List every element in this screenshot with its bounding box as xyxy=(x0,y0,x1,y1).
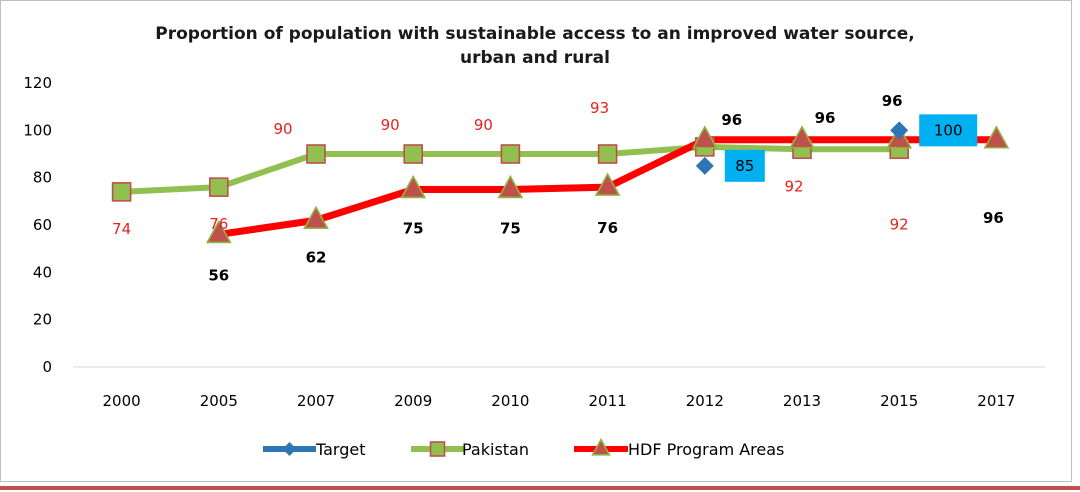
pakistan-point xyxy=(403,144,424,164)
hdf-program-areas-point xyxy=(400,174,427,199)
hdf-data-label: 96 xyxy=(882,92,903,110)
pakistan-data-label: 76 xyxy=(209,215,228,233)
pakistan-data-label: 92 xyxy=(784,177,803,195)
hdf-data-label: 76 xyxy=(597,219,618,237)
legend-pakistan-marker xyxy=(429,441,446,457)
x-tick-label: 2013 xyxy=(783,392,821,410)
hdf-data-label: 75 xyxy=(500,220,521,238)
y-tick-label: 100 xyxy=(23,121,52,139)
target-data-label: 85 xyxy=(735,157,754,175)
pakistan-data-label: 92 xyxy=(890,215,909,233)
pakistan-point xyxy=(597,144,618,164)
bottom-divider xyxy=(0,486,1080,490)
hdf-data-label: 62 xyxy=(306,248,327,266)
legend-hdf-program-areas-label: HDF Program Areas xyxy=(628,440,784,459)
pakistan-point xyxy=(306,144,326,164)
hdf-data-label: 56 xyxy=(208,266,229,284)
target-data-label: 100 xyxy=(934,121,963,139)
x-tick-label: 2010 xyxy=(491,392,529,410)
legend-pakistan-label: Pakistan xyxy=(462,440,529,459)
target-point xyxy=(890,121,909,140)
x-tick-label: 2017 xyxy=(977,392,1015,410)
y-tick-label: 60 xyxy=(33,216,52,234)
pakistan-data-label: 90 xyxy=(474,116,493,134)
y-tick-label: 80 xyxy=(33,169,52,187)
x-tick-label: 2011 xyxy=(589,392,627,410)
pakistan-data-label: 74 xyxy=(112,220,131,238)
x-tick-label: 2007 xyxy=(297,392,335,410)
chart-title: Proportion of population with sustainabl… xyxy=(60,22,1010,70)
x-tick-label: 2012 xyxy=(686,392,724,410)
y-tick-label: 40 xyxy=(33,263,52,281)
pakistan-point xyxy=(111,182,132,202)
y-tick-label: 120 xyxy=(23,74,52,92)
y-tick-label: 20 xyxy=(33,311,52,329)
pakistan-data-label: 90 xyxy=(273,120,292,138)
x-tick-label: 2015 xyxy=(880,392,918,410)
hdf-program-areas-point xyxy=(789,125,815,149)
hdf-data-label: 96 xyxy=(721,111,742,129)
pakistan-point xyxy=(500,144,521,164)
pakistan-point xyxy=(209,177,229,197)
hdf-program-areas-point xyxy=(497,174,524,199)
x-tick-label: 2005 xyxy=(200,392,238,410)
legend-target-label: Target xyxy=(315,440,366,459)
hdf-data-label: 96 xyxy=(815,109,836,127)
legend-target-marker xyxy=(282,442,297,456)
hdf-program-areas-point xyxy=(983,125,1010,149)
x-tick-label: 2009 xyxy=(394,392,432,410)
hdf-program-areas-point xyxy=(594,172,621,196)
target-point xyxy=(695,156,714,175)
hdf-data-label: 75 xyxy=(403,220,424,238)
pakistan-data-label: 90 xyxy=(381,116,400,134)
chart-title-line-2: urban and rural xyxy=(460,48,610,68)
chart-title-line-1: Proportion of population with sustainabl… xyxy=(155,24,915,44)
chart-frame xyxy=(0,0,1072,482)
x-tick-label: 2000 xyxy=(103,392,141,410)
target-label-box xyxy=(724,149,765,182)
pakistan-data-label: 93 xyxy=(590,99,609,117)
hdf-program-areas-point xyxy=(205,219,232,244)
hdf-program-areas-point xyxy=(691,125,718,149)
hdf-data-label: 96 xyxy=(983,209,1004,227)
hdf-program-areas-point xyxy=(303,205,329,230)
target-label-box xyxy=(919,114,978,147)
legend-hdf-program-areas-marker xyxy=(591,437,611,456)
y-tick-label: 0 xyxy=(42,358,52,376)
